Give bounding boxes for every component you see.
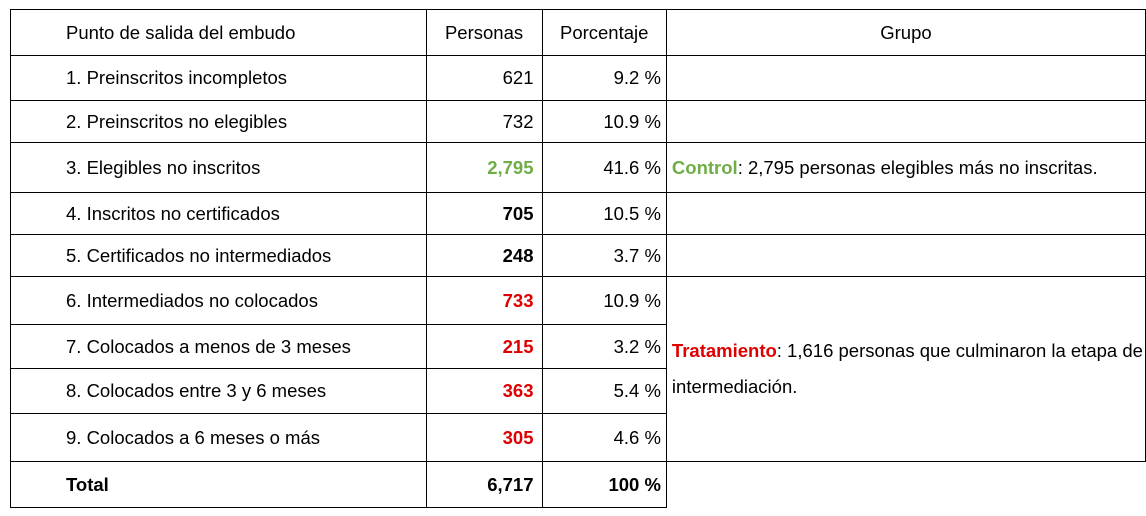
row-porcentaje: 4.6 %: [541, 413, 667, 462]
group-tratamiento-text: : 1,616 personas que culminaron la etapa…: [671, 340, 1143, 397]
header-row: Punto de salida del embudo Personas Porc…: [10, 9, 1146, 56]
row-label: 1. Preinscritos incompletos: [10, 55, 427, 101]
row-personas: 2,795: [425, 142, 543, 193]
total-grupo-empty: [665, 461, 1146, 508]
table-row: 6. Intermediados no colocados 733 10.9 %…: [10, 276, 1146, 462]
row-label: 5. Certificados no intermediados: [10, 234, 427, 277]
row-porcentaje: 5.4 %: [541, 368, 667, 414]
table-row: 7. Colocados a menos de 3 meses 215 3.2 …: [10, 324, 1146, 369]
row-porcentaje: 10.9 %: [541, 100, 667, 143]
group-control-label: Control: [671, 156, 738, 178]
table-row: 5. Certificados no intermediados 248 3.7…: [10, 234, 1146, 277]
group-tratamiento: Tratamiento: 1,616 personas que culminar…: [665, 276, 1146, 462]
total-row: Total 6,717 100 %: [10, 461, 1146, 508]
row-porcentaje: 3.2 %: [541, 324, 667, 369]
row-personas: 621: [425, 55, 543, 101]
row-label: 6. Intermediados no colocados: [10, 276, 427, 325]
header-grupo: Grupo: [665, 9, 1146, 56]
header-personas: Personas: [425, 9, 543, 56]
row-personas: 705: [425, 192, 543, 235]
table-row: 1. Preinscritos incompletos 621 9.2 %: [10, 55, 1146, 101]
table-row: 2. Preinscritos no elegibles 732 10.9 %: [10, 100, 1146, 143]
funnel-table: Punto de salida del embudo Personas Porc…: [10, 9, 1146, 508]
row-porcentaje: 41.6 %: [541, 142, 667, 193]
group-control-text: : 2,795 personas elegibles más no inscri…: [737, 156, 1098, 178]
group-tratamiento-label: Tratamiento: [671, 340, 777, 361]
row-label: 9. Colocados a 6 meses o más: [10, 413, 427, 462]
row-personas: 733: [425, 276, 543, 325]
total-personas: 6,717: [425, 461, 543, 508]
row-label: 4. Inscritos no certificados: [10, 192, 427, 235]
total-porcentaje: 100 %: [541, 461, 667, 508]
row-personas: 732: [425, 100, 543, 143]
row-porcentaje: 10.5 %: [541, 192, 667, 235]
row-personas: 248: [425, 234, 543, 277]
row-personas: 305: [425, 413, 543, 462]
header-porcentaje: Porcentaje: [541, 9, 667, 56]
row-label: 2. Preinscritos no elegibles: [10, 100, 427, 143]
row-porcentaje: 10.9 %: [541, 276, 667, 325]
row-grupo-empty: [665, 100, 1146, 143]
table-row: 8. Colocados entre 3 y 6 meses 363 5.4 %: [10, 368, 1146, 414]
row-grupo-empty: [665, 192, 1146, 235]
header-punto-salida: Punto de salida del embudo: [10, 9, 427, 56]
table-row: 4. Inscritos no certificados 705 10.5 %: [10, 192, 1146, 235]
row-porcentaje: 9.2 %: [541, 55, 667, 101]
table-row: 9. Colocados a 6 meses o más 305 4.6 %: [10, 413, 1146, 462]
group-control: Control: 2,795 personas elegibles más no…: [665, 142, 1146, 193]
total-label: Total: [10, 461, 427, 508]
row-label: 7. Colocados a menos de 3 meses: [10, 324, 427, 369]
row-personas: 215: [425, 324, 543, 369]
row-grupo-empty: [665, 234, 1146, 277]
row-label: 3. Elegibles no inscritos: [10, 142, 427, 193]
row-porcentaje: 3.7 %: [541, 234, 667, 277]
row-personas: 363: [425, 368, 543, 414]
table-row: 3. Elegibles no inscritos 2,795 41.6 % C…: [10, 142, 1146, 193]
row-label: 8. Colocados entre 3 y 6 meses: [10, 368, 427, 414]
row-grupo-empty: [665, 55, 1146, 101]
